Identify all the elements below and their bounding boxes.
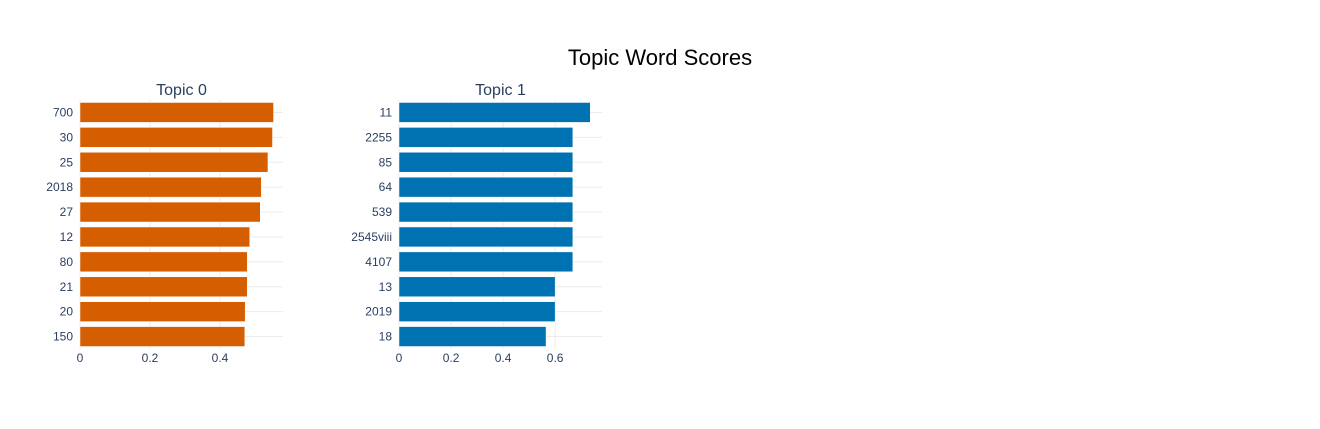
y-tick-label: 2255 xyxy=(365,130,392,144)
subplot-1: Topic 1 0 0.2 0.4 0.6 11 2255 85 64 539 2545viii 41… xyxy=(351,82,602,365)
bar xyxy=(79,226,250,248)
x-tick-label: 0 xyxy=(77,351,84,365)
y-tick-label: 2545viii xyxy=(351,230,392,244)
bar xyxy=(79,201,261,223)
y-tick-label: 2018 xyxy=(46,180,73,194)
bar xyxy=(398,326,547,347)
bar xyxy=(398,226,574,248)
bar xyxy=(398,102,591,123)
y-tick-label: 27 xyxy=(60,205,74,219)
bar xyxy=(398,251,574,273)
y-tick-label: 64 xyxy=(379,180,393,194)
y-tick-label: 25 xyxy=(60,155,74,169)
x-tick-label: 0 xyxy=(396,351,403,365)
y-tick-label: 12 xyxy=(60,230,74,244)
bar xyxy=(398,176,574,198)
bar xyxy=(398,276,556,297)
bar xyxy=(79,102,274,123)
y-tick-label: 2019 xyxy=(365,305,392,319)
y-tick-label: 18 xyxy=(379,330,393,344)
bar xyxy=(398,152,574,173)
y-tick-label: 150 xyxy=(53,330,73,344)
y-tick-label: 700 xyxy=(53,105,73,119)
bar xyxy=(79,301,246,322)
y-tick-label: 11 xyxy=(380,105,393,119)
y-tick-label: 13 xyxy=(379,280,393,294)
x-tick-label: 0.2 xyxy=(142,351,159,365)
bar xyxy=(79,276,248,297)
subplot-0: Topic 0 0 0.2 0.4 700 30 25 2018 27 12 80 21 20 150 xyxy=(46,82,283,365)
y-tick-label: 85 xyxy=(379,155,393,169)
y-tick-label: 4107 xyxy=(365,255,392,269)
bar xyxy=(79,251,248,273)
y-tick-label: 21 xyxy=(60,280,74,294)
bar xyxy=(79,152,269,173)
subplots: Topic 00 0.2 0.4700302520182712802120150To… xyxy=(46,82,602,365)
y-tick-label: 20 xyxy=(60,305,74,319)
y-tick-label: 30 xyxy=(60,130,74,144)
bar xyxy=(398,127,574,148)
chart-title: Topic Word Scores xyxy=(568,45,752,70)
subplot-title: Topic 0 xyxy=(156,82,207,99)
x-tick-label: 0.6 xyxy=(547,351,564,365)
bar xyxy=(79,176,262,198)
bar xyxy=(398,301,556,322)
bar xyxy=(79,326,246,347)
y-tick-label: 80 xyxy=(60,255,74,269)
subplot-title: Topic 1 xyxy=(475,82,526,99)
bar xyxy=(398,201,574,223)
x-tick-label: 0.4 xyxy=(495,351,512,365)
bar xyxy=(79,127,273,148)
x-tick-label: 0.4 xyxy=(212,351,229,365)
y-tick-label: 539 xyxy=(372,205,392,219)
x-tick-label: 0.2 xyxy=(443,351,460,365)
